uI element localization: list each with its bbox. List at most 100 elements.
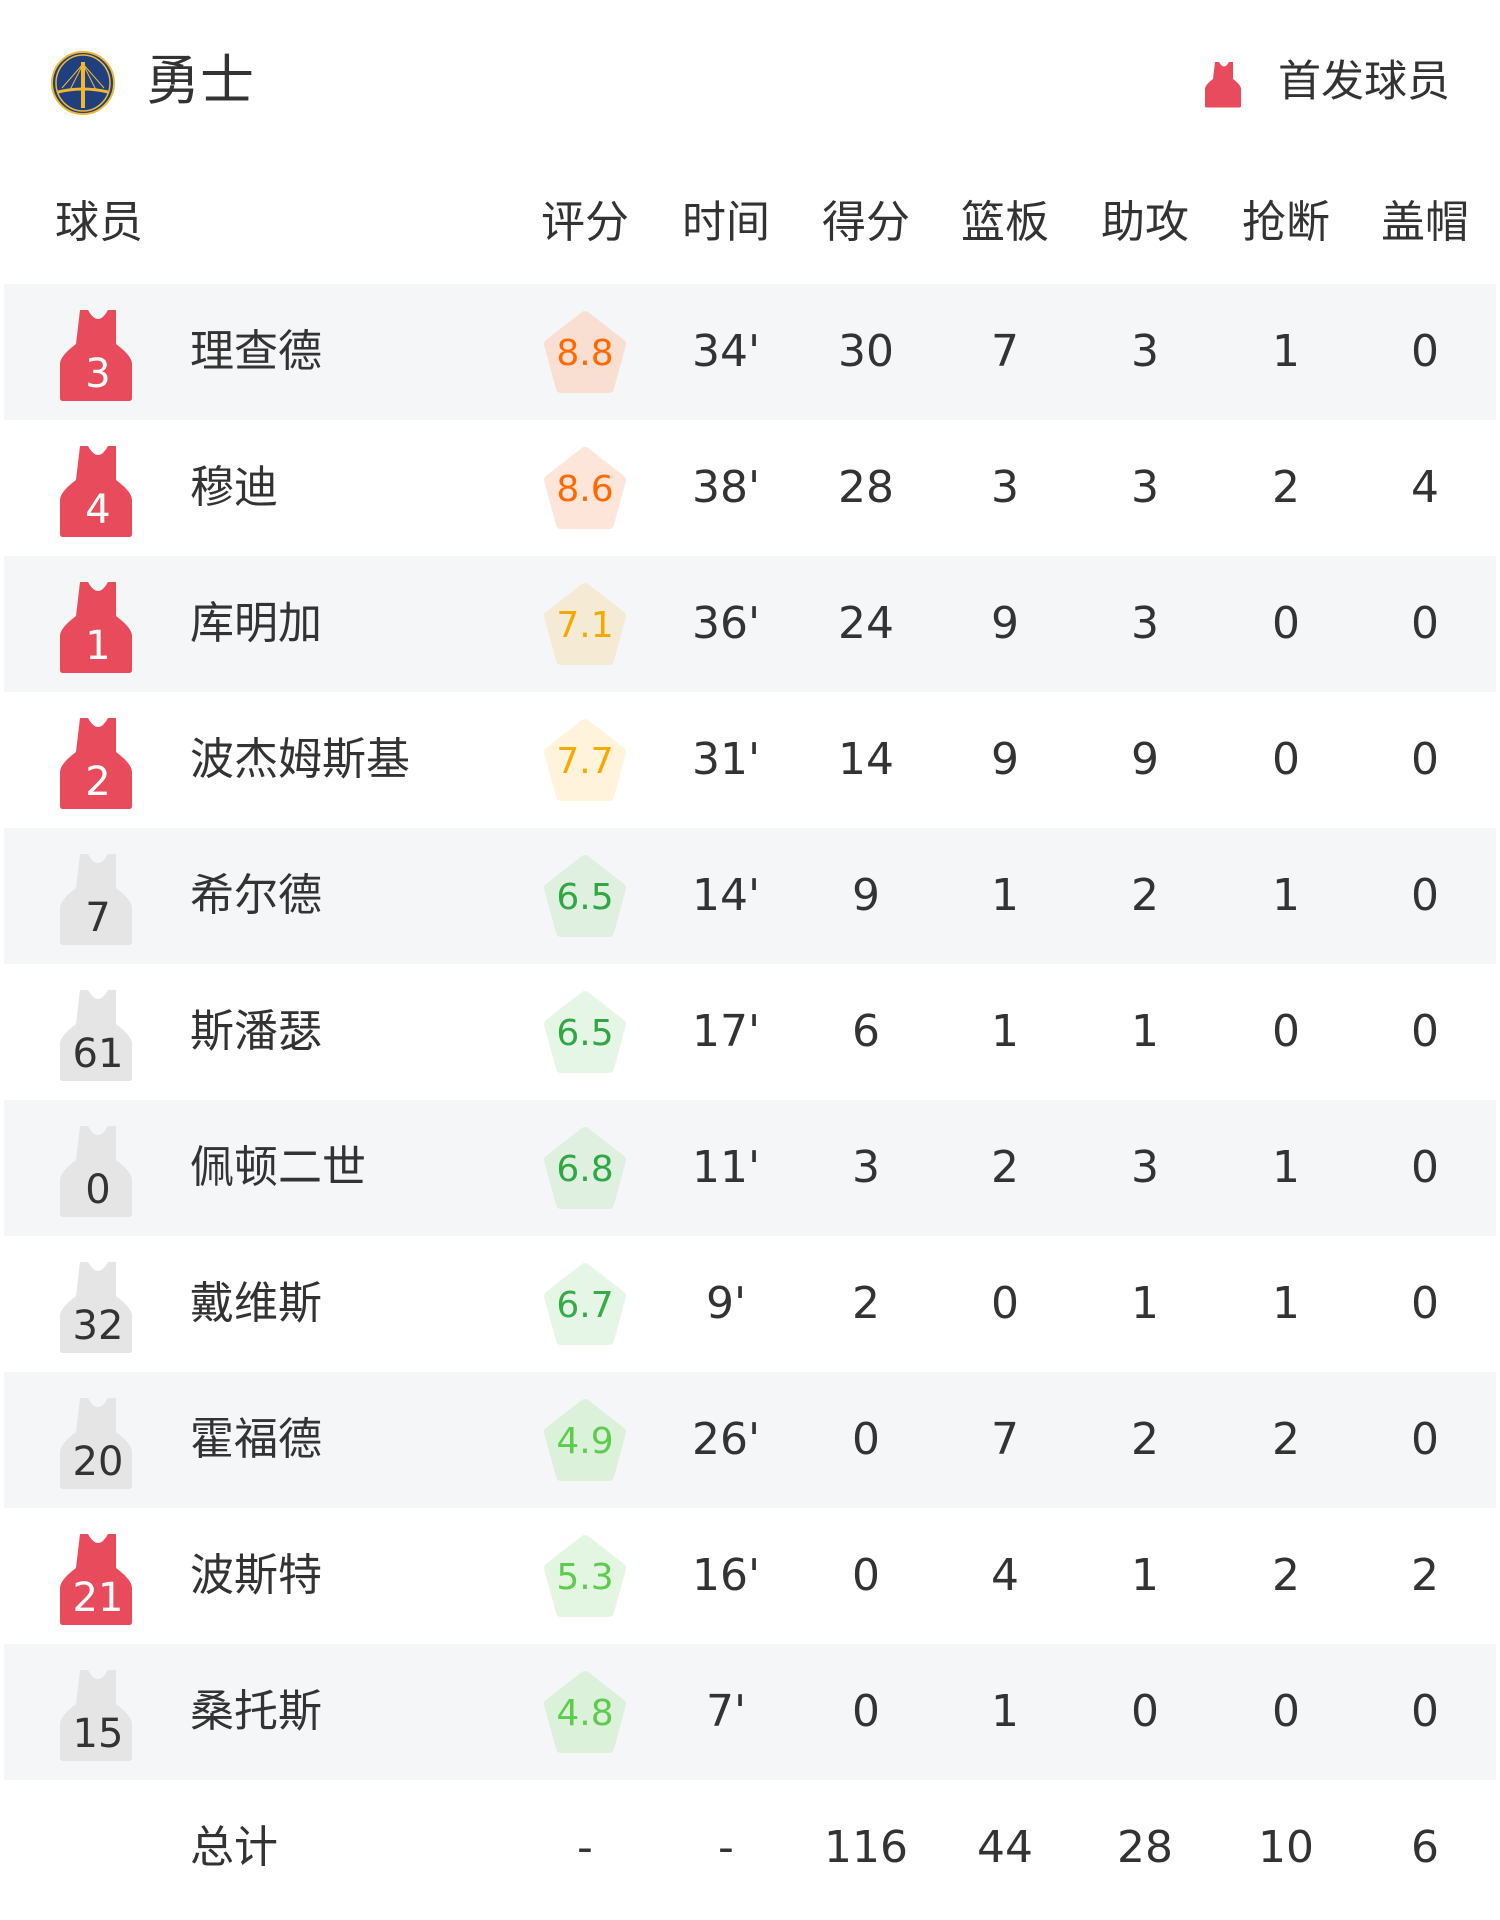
rating-value: 8.8: [556, 333, 614, 374]
player-row[interactable]: 0 佩顿二世 6.8 11' 3 2 3 1 0: [4, 1100, 1496, 1236]
starter-jersey-icon: 21: [60, 1530, 136, 1626]
column-header-blocks[interactable]: 盖帽: [1381, 197, 1469, 248]
player-row[interactable]: 15 桑托斯 4.8 7' 0 1 0 0 0: [4, 1644, 1496, 1780]
starter-jersey-icon: 2: [60, 714, 136, 810]
rating-value: 6.5: [556, 877, 614, 918]
jersey-number: 20: [72, 1439, 124, 1485]
assists-cell: 0: [1131, 1686, 1159, 1737]
player-name[interactable]: 波斯特: [190, 1550, 322, 1601]
jersey-number: 2: [85, 759, 111, 805]
player-row[interactable]: 2 波杰姆斯基 7.7 31' 14 9 9 0 0: [4, 692, 1496, 828]
steals-cell: 2: [1272, 1550, 1300, 1601]
steals-cell: 0: [1272, 1006, 1300, 1057]
column-header-rating[interactable]: 评分: [541, 197, 629, 248]
blocks-cell: 0: [1411, 598, 1439, 649]
minutes-cell: 31': [691, 734, 761, 785]
jersey-number: 32: [72, 1303, 124, 1349]
rating-badge: 6.7: [543, 1262, 627, 1346]
steals-cell: 0: [1272, 734, 1300, 785]
column-header-steals[interactable]: 抢断: [1242, 197, 1330, 248]
player-row[interactable]: 1 库明加 7.1 36' 24 9 3 0 0: [4, 556, 1496, 692]
rating-value: 6.7: [556, 1285, 614, 1326]
player-name[interactable]: 库明加: [190, 598, 322, 649]
player-name[interactable]: 希尔德: [190, 870, 322, 921]
pentagon-icon: [544, 855, 626, 937]
rating-value: 5.3: [556, 1557, 614, 1598]
minutes-cell: 9': [705, 1278, 747, 1329]
assists-cell: 2: [1131, 870, 1159, 921]
pentagon-icon: [544, 1127, 626, 1209]
column-header-time[interactable]: 时间: [682, 197, 770, 248]
rating-value: 4.9: [556, 1421, 614, 1462]
steals-cell: 0: [1272, 1686, 1300, 1737]
pentagon-icon: [544, 311, 626, 393]
blocks-cell: 0: [1411, 1142, 1439, 1193]
assists-cell: 3: [1131, 598, 1159, 649]
player-name[interactable]: 桑托斯: [190, 1686, 322, 1737]
points-cell: 0: [852, 1414, 880, 1465]
rebounds-cell: 3: [991, 462, 1019, 513]
jersey-number: 61: [72, 1031, 124, 1077]
steals-cell: 2: [1272, 462, 1300, 513]
steals-cell: 2: [1272, 1414, 1300, 1465]
points-cell: 30: [838, 326, 894, 377]
player-row[interactable]: 32 戴维斯 6.7 9' 2 0 1 1 0: [4, 1236, 1496, 1372]
player-name[interactable]: 佩顿二世: [190, 1142, 366, 1193]
player-row[interactable]: 20 霍福德 4.9 26' 0 7 2 2 0: [4, 1372, 1496, 1508]
minutes-cell: 16': [691, 1550, 761, 1601]
rebounds-cell: 0: [991, 1278, 1019, 1329]
blocks-cell: 0: [1411, 1278, 1439, 1329]
player-name[interactable]: 穆迪: [190, 462, 278, 513]
points-cell: 14: [838, 734, 894, 785]
rebounds-cell: 44: [977, 1822, 1033, 1873]
bench-jersey-icon: 20: [60, 1394, 136, 1490]
rebounds-cell: 1: [991, 1006, 1019, 1057]
player-name[interactable]: 理查德: [190, 326, 322, 377]
player-name[interactable]: 霍福德: [190, 1414, 322, 1465]
player-row[interactable]: 4 穆迪 8.6 38' 28 3 3 2 4: [4, 420, 1496, 556]
steals-cell: 10: [1258, 1822, 1314, 1873]
steals-cell: 1: [1272, 1142, 1300, 1193]
rating-badge: 5.3: [543, 1534, 627, 1618]
minutes-cell: 36': [691, 598, 761, 649]
minutes-cell: 17': [691, 1006, 761, 1057]
pentagon-icon: [544, 1535, 626, 1617]
assists-cell: 1: [1131, 1006, 1159, 1057]
rating-badge: 6.5: [543, 990, 627, 1074]
blocks-cell: 6: [1411, 1822, 1439, 1873]
blocks-cell: 0: [1411, 1006, 1439, 1057]
blocks-cell: 2: [1411, 1550, 1439, 1601]
minutes-cell: -: [718, 1822, 734, 1873]
rating-value: 7.7: [556, 741, 614, 782]
rebounds-cell: 1: [991, 1686, 1019, 1737]
pentagon-icon: [544, 583, 626, 665]
rating-badge: 7.1: [543, 582, 627, 666]
jersey-number: 21: [72, 1575, 124, 1621]
jersey-number: 4: [85, 487, 111, 533]
assists-cell: 1: [1131, 1278, 1159, 1329]
blocks-cell: 4: [1411, 462, 1439, 513]
player-name[interactable]: 戴维斯: [190, 1278, 322, 1329]
player-row[interactable]: 61 斯潘瑟 6.5 17' 6 1 1 0 0: [4, 964, 1496, 1100]
jersey-number: 1: [85, 623, 111, 669]
blocks-cell: 0: [1411, 326, 1439, 377]
column-header-points[interactable]: 得分: [822, 197, 910, 248]
rebounds-cell: 4: [991, 1550, 1019, 1601]
blocks-cell: 0: [1411, 1686, 1439, 1737]
player-row[interactable]: 21 波斯特 5.3 16' 0 4 1 2 2: [4, 1508, 1496, 1644]
player-name[interactable]: 斯潘瑟: [190, 1006, 322, 1057]
rating-badge: 8.8: [543, 310, 627, 394]
player-row[interactable]: 7 希尔德 6.5 14' 9 1 2 1 0: [4, 828, 1496, 964]
column-header-assists[interactable]: 助攻: [1101, 197, 1189, 248]
rating-value: 6.8: [556, 1149, 614, 1190]
column-header-rebounds[interactable]: 篮板: [961, 197, 1049, 248]
starter-legend-label: 首发球员: [1278, 57, 1450, 107]
rebounds-cell: 7: [991, 1414, 1019, 1465]
points-cell: 3: [852, 1142, 880, 1193]
assists-cell: 3: [1131, 326, 1159, 377]
player-row[interactable]: 3 理查德 8.8 34' 30 7 3 1 0: [4, 284, 1496, 420]
rating-badge: 7.7: [543, 718, 627, 802]
totals-label: 总计: [190, 1822, 278, 1873]
rating-value: 4.8: [556, 1693, 614, 1734]
player-name[interactable]: 波杰姆斯基: [190, 734, 410, 785]
